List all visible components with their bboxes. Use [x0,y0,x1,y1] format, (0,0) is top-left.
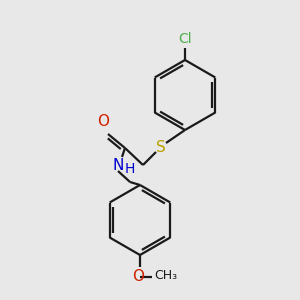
Text: O: O [97,114,109,129]
Text: S: S [156,140,166,155]
Text: O: O [132,269,144,284]
Text: H: H [125,162,135,176]
Text: Cl: Cl [178,32,192,46]
Text: N: N [112,158,124,172]
Text: CH₃: CH₃ [154,269,177,282]
